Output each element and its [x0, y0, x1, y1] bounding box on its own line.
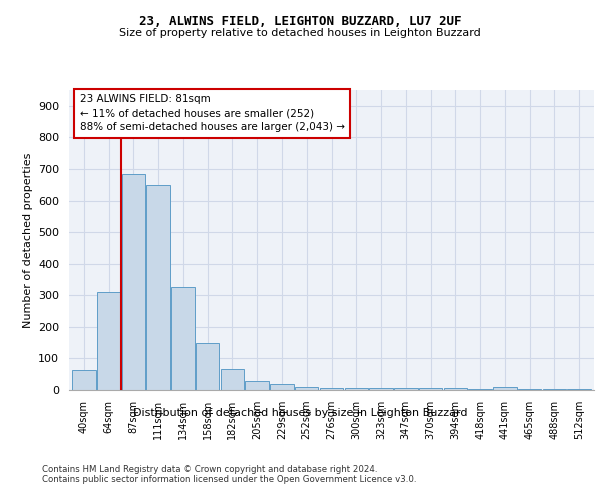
Text: 23, ALWINS FIELD, LEIGHTON BUZZARD, LU7 2UF: 23, ALWINS FIELD, LEIGHTON BUZZARD, LU7 … — [139, 15, 461, 28]
Bar — [443, 388, 467, 390]
Bar — [146, 184, 170, 390]
Text: Contains HM Land Registry data © Crown copyright and database right 2024.
Contai: Contains HM Land Registry data © Crown c… — [42, 465, 416, 484]
Bar — [97, 292, 121, 390]
Bar — [171, 286, 194, 390]
Bar — [196, 342, 220, 390]
Y-axis label: Number of detached properties: Number of detached properties — [23, 152, 32, 328]
Text: Size of property relative to detached houses in Leighton Buzzard: Size of property relative to detached ho… — [119, 28, 481, 38]
Bar — [270, 384, 294, 390]
Bar — [72, 370, 95, 390]
Bar — [122, 174, 145, 390]
Text: 23 ALWINS FIELD: 81sqm
← 11% of detached houses are smaller (252)
88% of semi-de: 23 ALWINS FIELD: 81sqm ← 11% of detached… — [79, 94, 344, 132]
Bar — [493, 388, 517, 390]
Bar — [419, 388, 442, 390]
Bar — [320, 388, 343, 390]
Bar — [344, 388, 368, 390]
Bar — [394, 388, 418, 390]
Bar — [295, 387, 319, 390]
Bar — [245, 380, 269, 390]
Bar — [221, 370, 244, 390]
Bar — [369, 388, 393, 390]
Text: Distribution of detached houses by size in Leighton Buzzard: Distribution of detached houses by size … — [133, 408, 467, 418]
